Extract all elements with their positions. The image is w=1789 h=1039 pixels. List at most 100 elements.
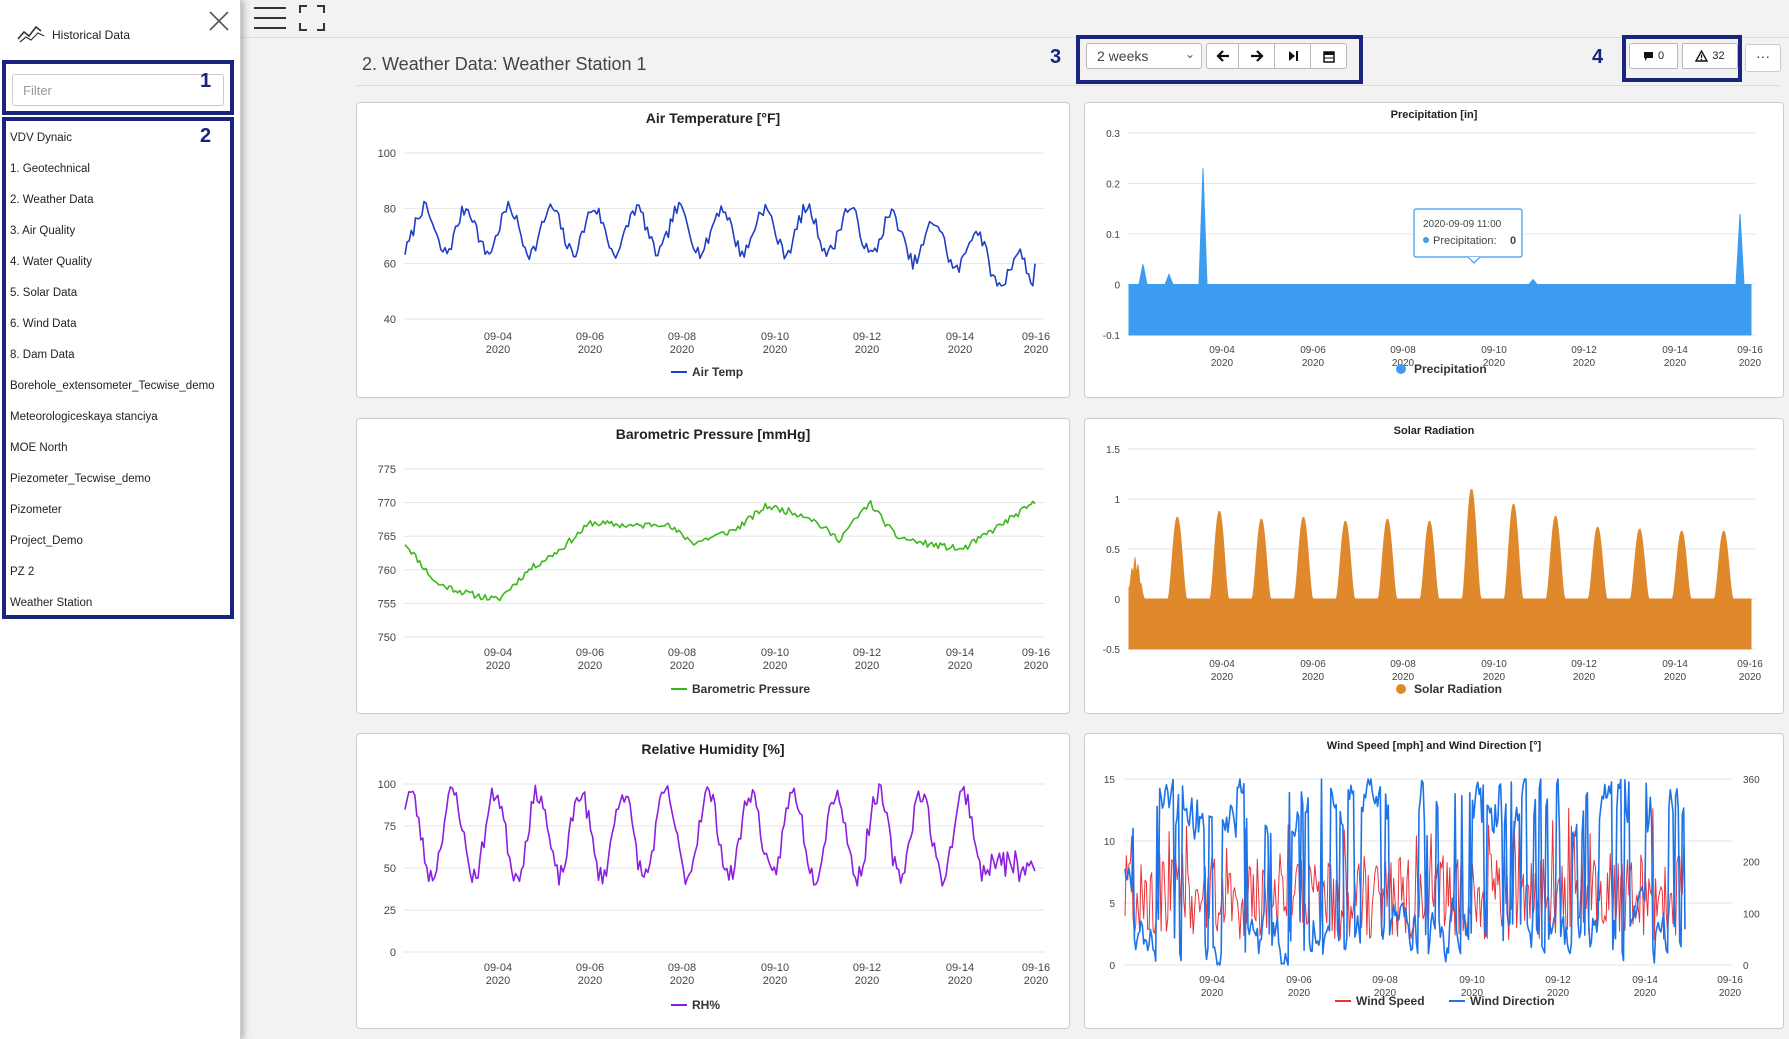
sidebar-item-solar-data[interactable]: 5. Solar Data bbox=[10, 287, 78, 299]
sidebar-item-project-demo[interactable]: Project_Demo bbox=[10, 535, 83, 547]
y-right-tick-label: 200 bbox=[1743, 858, 1760, 869]
previous-period-button[interactable] bbox=[1206, 43, 1239, 69]
next-period-button[interactable] bbox=[1238, 43, 1275, 69]
legend-label: Air Temp bbox=[692, 365, 743, 379]
x-tick-label: 09-04 bbox=[1209, 659, 1235, 670]
more-options-button[interactable]: ··· bbox=[1745, 44, 1781, 72]
x-tick-label: 09-10 bbox=[761, 331, 789, 343]
x-tick-label: 09-08 bbox=[1390, 659, 1416, 670]
period-select[interactable]: 2 weeks ⌄ bbox=[1086, 43, 1202, 69]
period-controls-box: 2 weeks ⌄ bbox=[1076, 35, 1363, 84]
x-tick-year: 2020 bbox=[855, 660, 879, 672]
x-tick-year: 2020 bbox=[948, 660, 972, 672]
y-tick-label: 0 bbox=[390, 947, 396, 959]
y-tick-label: 50 bbox=[384, 863, 396, 875]
x-tick-label: 09-12 bbox=[1545, 975, 1571, 986]
chart-panel-barometric-pressure: Barometric Pressure [mmHg] 775 770 765 760 75… bbox=[356, 418, 1070, 714]
alerts-count: 32 bbox=[1712, 50, 1725, 62]
x-tick-label: 09-08 bbox=[1390, 345, 1416, 356]
sidebar-item-weather-station[interactable]: Weather Station bbox=[10, 597, 93, 609]
x-tick-year: 2020 bbox=[578, 344, 602, 356]
y-tick-label: 100 bbox=[378, 148, 396, 160]
x-tick-label: 09-12 bbox=[1571, 659, 1597, 670]
hamburger-menu-icon[interactable] bbox=[254, 6, 286, 30]
chart-title: Barometric Pressure [mmHg] bbox=[615, 426, 811, 442]
alerts-button[interactable]: 32 bbox=[1682, 43, 1738, 69]
series-line-wind-speed bbox=[1124, 807, 1686, 941]
x-tick-year: 2020 bbox=[670, 975, 694, 987]
jump-to-latest-button[interactable] bbox=[1274, 43, 1311, 69]
fullscreen-icon[interactable] bbox=[299, 5, 325, 31]
sidebar-item-wind-data[interactable]: 6. Wind Data bbox=[10, 318, 77, 330]
y-right-tick-label: 0 bbox=[1743, 961, 1749, 972]
calendar-button[interactable] bbox=[1310, 43, 1347, 69]
sidebar-header: Historical Data bbox=[0, 0, 241, 58]
page-title: 2. Weather Data: Weather Station 1 bbox=[362, 54, 647, 74]
x-tick-label: 09-06 bbox=[1300, 659, 1326, 670]
y-tick-label: 775 bbox=[378, 464, 396, 476]
sidebar-item-piezometer[interactable]: Piezometer_Tecwise_demo bbox=[10, 473, 151, 485]
x-tick-label: 09-06 bbox=[1300, 345, 1326, 356]
chart-svg: 100755025009-04202009-06202009-08202009-… bbox=[378, 779, 1050, 1012]
x-tick-year: 2020 bbox=[855, 344, 879, 356]
y-tick-label: 0 bbox=[1114, 281, 1120, 292]
filter-input[interactable] bbox=[12, 74, 224, 106]
x-tick-year: 2020 bbox=[578, 660, 602, 672]
x-tick-year: 2020 bbox=[578, 975, 602, 987]
callout-1: 1 bbox=[200, 70, 212, 92]
x-tick-year: 2020 bbox=[1024, 975, 1048, 987]
sidebar-item-pz2[interactable]: PZ 2 bbox=[10, 566, 35, 578]
x-tick-year: 2020 bbox=[1211, 358, 1234, 369]
comment-icon bbox=[1643, 51, 1653, 61]
sidebar-item-dam-data[interactable]: 8. Dam Data bbox=[10, 349, 75, 361]
x-tick-year: 2020 bbox=[1634, 988, 1657, 999]
x-tick-label: 09-06 bbox=[576, 647, 604, 659]
close-icon[interactable] bbox=[208, 10, 230, 32]
legend-label: Barometric Pressure bbox=[692, 682, 810, 696]
x-tick-label: 09-16 bbox=[1022, 331, 1050, 343]
comments-count: 0 bbox=[1657, 50, 1665, 62]
chart-line-icon bbox=[17, 25, 45, 43]
x-tick-year: 2020 bbox=[1201, 988, 1224, 999]
x-tick-label: 09-08 bbox=[668, 647, 696, 659]
x-tick-year: 2020 bbox=[1664, 358, 1687, 369]
chart-svg: 10080604009-04202009-06202009-08202009-1… bbox=[378, 148, 1050, 379]
chart-panel-solar-radiation: Solar Radiation 1.5 1 0.5 0 -0.5 09-04 2020 09-0… bbox=[1084, 418, 1784, 714]
y-tick-label: 0.1 bbox=[1106, 230, 1120, 241]
sidebar-item-vdv-dynaic[interactable]: VDV Dynaic bbox=[10, 132, 72, 144]
sidebar-item-geotechnical[interactable]: 1. Geotechnical bbox=[10, 163, 90, 175]
x-tick-label: 09-04 bbox=[484, 331, 512, 343]
x-tick-year: 2020 bbox=[1664, 672, 1687, 683]
y-tick-label: 5 bbox=[1109, 899, 1115, 910]
filter-callout-box: 1 bbox=[2, 60, 234, 115]
arrow-left-icon bbox=[1215, 50, 1229, 62]
y-tick-label: 25 bbox=[384, 905, 396, 917]
x-tick-year: 2020 bbox=[1739, 672, 1762, 683]
chevron-down-icon: ⌄ bbox=[1184, 47, 1195, 61]
x-tick-year: 2020 bbox=[1392, 358, 1415, 369]
sidebar-item-moe-north[interactable]: MOE North bbox=[10, 442, 68, 454]
y-tick-label: 60 bbox=[384, 259, 396, 271]
chart-title: Solar Radiation bbox=[1393, 425, 1475, 437]
legend-label: Solar Radiation bbox=[1414, 682, 1502, 696]
sidebar-item-borehole[interactable]: Borehole_extensometer_Tecwise_demo bbox=[10, 380, 215, 392]
legend-marker bbox=[1396, 364, 1406, 374]
sidebar-item-pizometer[interactable]: Pizometer bbox=[10, 504, 62, 516]
x-tick-label: 09-16 bbox=[1737, 345, 1763, 356]
x-tick-year: 2020 bbox=[1392, 672, 1415, 683]
x-tick-label: 09-14 bbox=[946, 647, 974, 659]
x-tick-year: 2020 bbox=[1483, 358, 1506, 369]
x-tick-year: 2020 bbox=[1461, 988, 1484, 999]
x-tick-year: 2020 bbox=[1573, 672, 1596, 683]
sidebar-item-water-quality[interactable]: 4. Water Quality bbox=[10, 256, 93, 268]
tooltip-box bbox=[1413, 208, 1523, 258]
series-area-solar bbox=[1128, 489, 1752, 650]
chart-title: Wind Speed [mph] and Wind Direction [°] bbox=[1326, 740, 1542, 752]
header-divider bbox=[356, 85, 1781, 86]
sidebar-item-weather-data[interactable]: 2. Weather Data bbox=[10, 194, 94, 206]
x-tick-year: 2020 bbox=[1547, 988, 1570, 999]
comments-button[interactable]: 0 bbox=[1629, 43, 1678, 69]
sidebar-item-air-quality[interactable]: 3. Air Quality bbox=[10, 225, 76, 237]
y-tick-label: 0 bbox=[1109, 961, 1115, 972]
sidebar-item-meteorologiceskaya[interactable]: Meteorologiceskaya stanciya bbox=[10, 411, 158, 423]
